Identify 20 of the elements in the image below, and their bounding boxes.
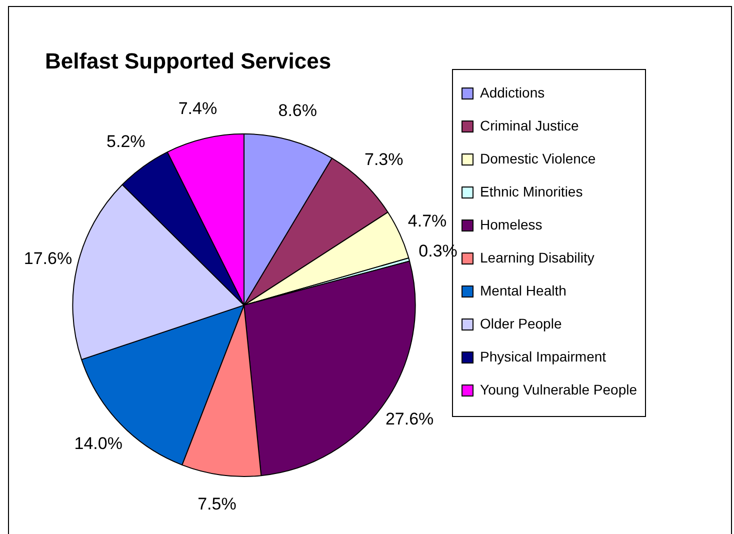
data-label: 7.4%: [178, 98, 218, 118]
legend-label: Addictions: [480, 84, 545, 100]
data-label: 17.6%: [24, 249, 72, 268]
data-label: 4.7%: [408, 212, 447, 231]
legend-label: Young Vulnerable People: [480, 381, 638, 398]
data-label: 7.3%: [364, 150, 404, 170]
data-label: 27.6%: [385, 409, 434, 428]
legend-label: Criminal Justice: [480, 117, 580, 134]
legend-label: Domestic Violence: [480, 150, 596, 166]
data-label: 14.0%: [74, 434, 122, 453]
data-label: 7.5%: [198, 494, 236, 514]
data-label: 5.2%: [106, 132, 146, 151]
legend-label: Ethnic Minorities: [480, 183, 583, 200]
data-label: 8.6%: [278, 100, 318, 120]
legend-label: Physical Impairment: [480, 348, 606, 364]
legend-label: Older People: [480, 315, 562, 332]
legend-label: Learning Disability: [480, 249, 594, 266]
legend-label: Homeless: [480, 216, 542, 232]
legend-label: Mental Health: [480, 282, 566, 298]
chart-title: Belfast Supported Services: [45, 48, 332, 74]
